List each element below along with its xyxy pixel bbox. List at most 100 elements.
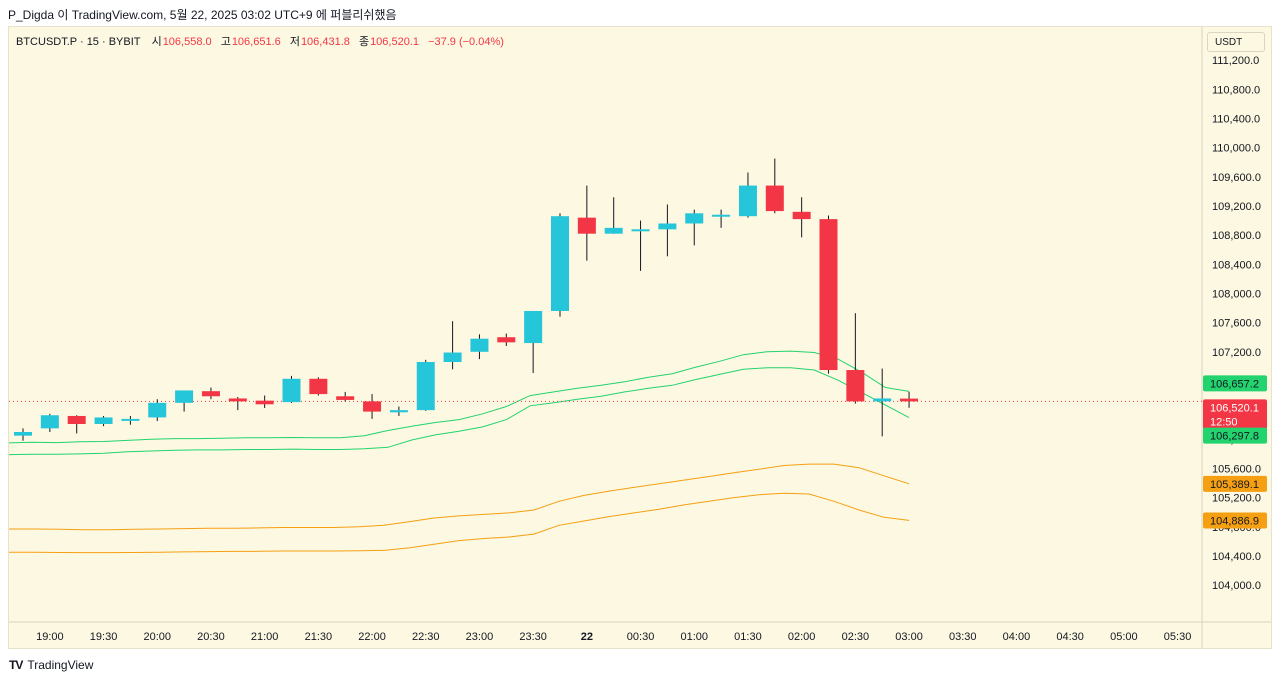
x-tick-label: 20:00 [143,631,171,643]
x-tick-label: 19:30 [90,631,118,643]
candle-up [14,432,32,436]
candle-down [228,398,247,402]
x-tick-label: 19:00 [36,631,64,643]
candle-down [900,398,919,402]
x-tick-label: 22 [581,631,593,643]
candle-up [175,390,194,403]
open-label: 시 [151,36,162,48]
x-tick-label: 23:00 [466,631,494,643]
green-band-upper [9,350,910,444]
y-tick-label: 108,800.0 [1212,230,1261,242]
candle-up [416,362,435,411]
x-tick-label: 01:30 [734,631,762,643]
currency-button[interactable]: USDT [1207,32,1265,52]
candle-up [738,185,757,217]
y-tick-label: 107,600.0 [1212,318,1261,330]
candle-up [524,310,543,344]
price-tag-label: 106,520.1 [1210,402,1259,414]
green-band-lower [9,367,910,456]
high-label: 고 [220,36,231,48]
candle-up [551,216,569,311]
candle-up [389,410,408,413]
high-value: 106,651.6 [231,36,281,48]
candle-up [712,214,731,217]
close-label: 종 [358,36,370,48]
candle-up [282,378,301,403]
candle-up [148,402,167,418]
tradingview-logo-icon: TV [9,658,23,672]
x-tick-label: 20:30 [197,631,225,643]
symbol-legend: BTCUSDT.P · 15 · BYBIT 시106,558.0 고106,6… [16,33,510,49]
publish-info: P_Digda 이 TradingView.com, 5월 22, 2025 0… [8,8,397,22]
price-chart[interactable]: 111,200.0 110,800.0 110,400.0 110,000.0 109,… [9,27,1271,648]
x-tick-label: 22:00 [358,631,386,643]
y-tick-label: 108,000.0 [1212,288,1261,300]
candle-down [577,217,596,234]
x-tick-label: 21:30 [305,631,333,643]
candle-up [470,338,489,352]
x-tick-label: 04:30 [1056,631,1084,643]
open-value: 106,558.0 [162,36,212,48]
y-tick-label: 111,200.0 [1212,55,1259,67]
x-tick-label: 05:30 [1164,631,1192,643]
price-tag [1203,427,1267,444]
candle-up [40,415,59,429]
candle-down [846,370,865,402]
y-tick-label: 104,400.0 [1212,551,1261,563]
x-tick-label: 21:00 [251,631,279,643]
candle-up [685,213,704,224]
candle-down [201,391,220,397]
price-tag [1203,475,1267,492]
low-value: 106,431.8 [300,36,350,48]
x-tick-label: 01:00 [680,631,708,643]
x-tick-label: 00:30 [627,631,655,643]
x-tick-label: 02:00 [788,631,816,643]
x-tick-label: 02:30 [842,631,870,643]
orange-band-upper [9,463,910,531]
candle-up [443,352,462,363]
price-tag-label: 106,657.2 [1210,378,1259,390]
chart-area[interactable]: 111,200.0 110,800.0 110,400.0 110,000.0 109,… [8,26,1272,649]
price-tag-label: 104,886.9 [1210,515,1259,527]
y-tick-label: 110,400.0 [1212,113,1260,125]
price-tag-label: 106,297.8 [1210,431,1259,443]
x-tick-label: 03:30 [949,631,977,643]
candle-down [792,211,811,220]
change-value: −37.9 (−0.04%) [428,36,504,48]
symbol-label[interactable]: BTCUSDT.P · 15 · BYBIT [16,36,141,48]
countdown-label: 12:50 [1210,416,1238,428]
candle-down [497,337,516,343]
x-tick-label: 03:00 [895,631,923,643]
candle-up [604,227,623,234]
candle-down [819,219,838,371]
price-tag [1203,375,1267,392]
candle-down [765,185,784,212]
candle-up [873,398,892,402]
y-tick-label: 110,800.0 [1212,84,1260,96]
price-tag [1203,399,1267,430]
x-tick-label: 22:30 [412,631,440,643]
y-tick-label: 108,400.0 [1212,259,1261,271]
candle-up [94,417,113,424]
x-tick-label: 23:30 [519,631,547,643]
low-label: 저 [289,36,300,48]
candle-down [309,378,328,395]
price-tag-label: 105,389.1 [1210,479,1259,491]
candle-down [67,415,86,424]
x-tick-label: 04:00 [1003,631,1031,643]
orange-band-lower [9,492,910,554]
y-tick-label: 105,600.0 [1212,463,1261,475]
candle-up [631,229,650,232]
close-value: 106,520.1 [370,36,419,48]
y-tick-label: 105,200.0 [1212,493,1261,505]
candle-down [336,396,355,400]
candle-up [658,223,677,230]
candle-down [363,401,382,412]
candle-down [255,400,274,405]
y-tick-label: 109,600.0 [1212,172,1261,184]
tradingview-brand[interactable]: TV TradingView [9,658,93,672]
price-tag [1203,512,1267,529]
x-tick-label: 05:00 [1110,631,1138,643]
candle-up [121,418,140,421]
y-tick-label: 110,000.0 [1212,143,1260,155]
